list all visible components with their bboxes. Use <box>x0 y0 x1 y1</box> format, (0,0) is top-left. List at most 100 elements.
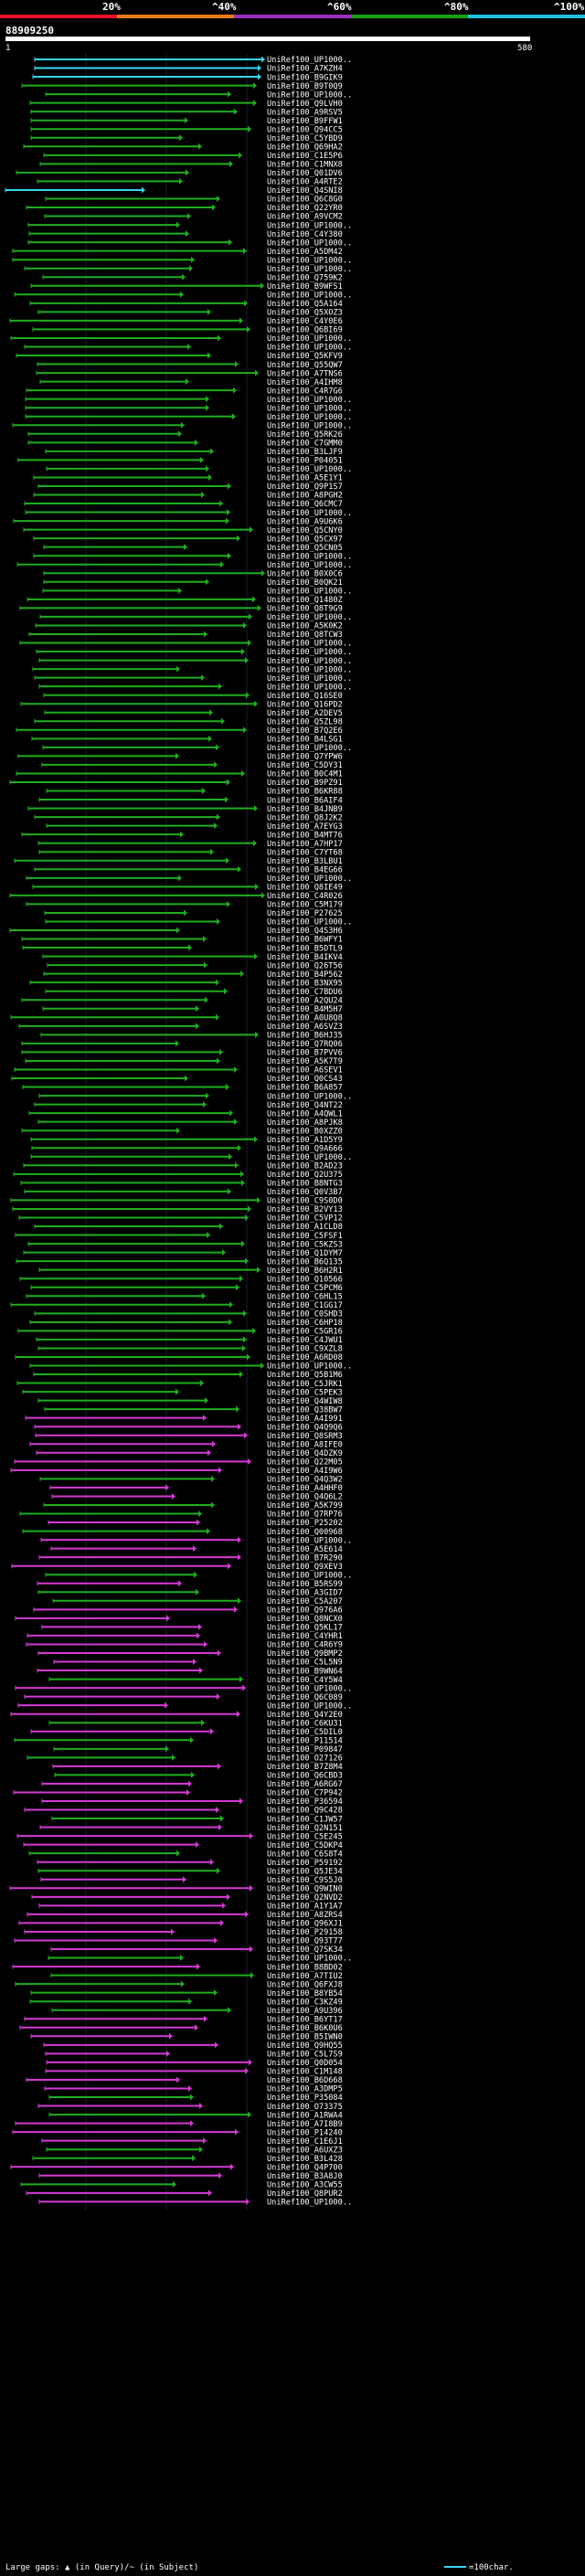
subject-label[interactable]: UniRef100_B6A857 <box>267 1084 343 1093</box>
subject-label[interactable]: UniRef100_Q69HA2 <box>267 143 343 153</box>
subject-label[interactable]: UniRef100_UP1000.. <box>267 588 352 597</box>
subject-label[interactable]: UniRef100_Q5KL17 <box>267 1624 343 1633</box>
subject-label[interactable]: UniRef100_C9S5J0 <box>267 1876 343 1885</box>
subject-label[interactable]: UniRef100_A1D5Y9 <box>267 1136 343 1145</box>
subject-label[interactable]: UniRef100_Q4S3H6 <box>267 927 343 936</box>
subject-label[interactable]: UniRef100_B4P562 <box>267 970 343 980</box>
subject-label[interactable]: UniRef100_Q10566 <box>267 1275 343 1284</box>
subject-label[interactable]: UniRef100_Q4WIW8 <box>267 1397 343 1406</box>
subject-label[interactable]: UniRef100_C9XZL8 <box>267 1345 343 1354</box>
subject-label[interactable]: UniRef100_C5VP12 <box>267 1214 343 1224</box>
subject-label[interactable]: UniRef100_A6SEV1 <box>267 1066 343 1076</box>
subject-label[interactable]: UniRef100_C6S8T4 <box>267 1850 343 1859</box>
subject-label[interactable]: UniRef100_B9PZ91 <box>267 779 343 788</box>
subject-label[interactable]: UniRef100_B9WFS1 <box>267 282 343 292</box>
subject-label[interactable]: UniRef100_P09847 <box>267 1745 343 1754</box>
subject-label[interactable]: UniRef100_Q4DZK9 <box>267 1449 343 1458</box>
subject-label[interactable]: UniRef100_UP1000.. <box>267 421 352 430</box>
subject-label[interactable]: UniRef100_B2AD23 <box>267 1162 343 1171</box>
subject-label[interactable]: UniRef100_C5M179 <box>267 901 343 910</box>
subject-label[interactable]: UniRef100_UP1000.. <box>267 552 352 561</box>
subject-label[interactable]: UniRef100_B4EG66 <box>267 865 343 875</box>
subject-label[interactable]: UniRef100_A5K0K2 <box>267 622 343 631</box>
subject-label[interactable]: UniRef100_UP1000.. <box>267 674 352 684</box>
subject-label[interactable]: UniRef100_Q2NVD2 <box>267 1893 343 1903</box>
subject-label[interactable]: UniRef100_Q9A666 <box>267 1144 343 1153</box>
subject-label[interactable]: UniRef100_B0QK21 <box>267 578 343 588</box>
subject-label[interactable]: UniRef100_UP1000.. <box>267 1684 352 1693</box>
subject-label[interactable]: UniRef100_B4IKV4 <box>267 953 343 962</box>
subject-label[interactable]: UniRef100_A9VCM2 <box>267 213 343 222</box>
subject-label[interactable]: UniRef100_A2DEV5 <box>267 709 343 718</box>
subject-label[interactable]: UniRef100_Q5JE34 <box>267 1867 343 1876</box>
subject-label[interactable]: UniRef100_Q16SE0 <box>267 692 343 701</box>
subject-label[interactable]: UniRef100_A4IHM8 <box>267 378 343 387</box>
subject-label[interactable]: UniRef100_P27625 <box>267 909 343 918</box>
subject-label[interactable]: UniRef100_Q6CMC7 <box>267 500 343 509</box>
subject-label[interactable]: UniRef100_B6Q135 <box>267 1257 343 1267</box>
subject-label[interactable]: UniRef100_C9S0D0 <box>267 1197 343 1206</box>
subject-label[interactable]: UniRef100_B5RS99 <box>267 1580 343 1589</box>
subject-label[interactable]: UniRef100_B3LJF9 <box>267 448 343 457</box>
subject-label[interactable]: UniRef100_C5L7S9 <box>267 2051 343 2060</box>
subject-label[interactable]: UniRef100_Q9BMP2 <box>267 1649 343 1659</box>
subject-label[interactable]: UniRef100_A1CLD8 <box>267 1223 343 1232</box>
subject-label[interactable]: UniRef100_A5K799 <box>267 1501 343 1511</box>
subject-label[interactable]: UniRef100_P14240 <box>267 2128 343 2137</box>
subject-label[interactable]: UniRef100_Q7YPW6 <box>267 753 343 762</box>
subject-label[interactable]: UniRef100_O27126 <box>267 1754 343 1764</box>
subject-label[interactable]: UniRef100_UP1000.. <box>267 744 352 753</box>
subject-label[interactable]: UniRef100_B6YT17 <box>267 2015 343 2024</box>
subject-label[interactable]: UniRef100_UP1000.. <box>267 657 352 666</box>
subject-label[interactable]: UniRef100_A8PGH2 <box>267 492 343 501</box>
subject-label[interactable]: UniRef100_B9T0Q9 <box>267 82 343 91</box>
subject-label[interactable]: UniRef100_Q8T9G9 <box>267 605 343 614</box>
subject-label[interactable]: UniRef100_Q5KFV9 <box>267 352 343 361</box>
subject-label[interactable]: UniRef100_B3NX95 <box>267 979 343 988</box>
subject-label[interactable]: UniRef100_C5DKP4 <box>267 1841 343 1850</box>
subject-label[interactable]: UniRef100_Q5ZL98 <box>267 717 343 726</box>
subject-label[interactable]: UniRef100_A5E1Y1 <box>267 474 343 483</box>
subject-label[interactable]: UniRef100_C5PEK3 <box>267 1388 343 1397</box>
subject-label[interactable]: UniRef100_UP1000.. <box>267 1571 352 1580</box>
subject-label[interactable]: UniRef100_Q00968 <box>267 1528 343 1537</box>
subject-label[interactable]: UniRef100_P36594 <box>267 1797 343 1807</box>
subject-label[interactable]: UniRef100_A8IFE0 <box>267 1440 343 1449</box>
subject-label[interactable]: UniRef100_Q5B1M6 <box>267 1371 343 1380</box>
subject-label[interactable]: UniRef100_C4YHR1 <box>267 1632 343 1641</box>
subject-label[interactable]: UniRef100_A5K7T9 <box>267 1057 343 1066</box>
subject-label[interactable]: UniRef100_C3KZ49 <box>267 1998 343 2007</box>
subject-label[interactable]: UniRef100_P59192 <box>267 1859 343 1868</box>
subject-label[interactable]: UniRef100_C7GMM0 <box>267 440 343 449</box>
subject-label[interactable]: UniRef100_UP1000.. <box>267 465 352 474</box>
subject-label[interactable]: UniRef100_C4R7G6 <box>267 387 343 396</box>
subject-label[interactable]: UniRef100_UP1000.. <box>267 875 352 884</box>
subject-label[interactable]: UniRef100_Q0D054 <box>267 2059 343 2068</box>
subject-label[interactable]: UniRef100_C1GG17 <box>267 1301 343 1310</box>
subject-label[interactable]: UniRef100_C7BDU6 <box>267 988 343 997</box>
subject-label[interactable]: UniRef100_Q1480Z <box>267 596 343 605</box>
subject-label[interactable]: UniRef100_C5PCM6 <box>267 1284 343 1293</box>
subject-label[interactable]: UniRef100_UP1000.. <box>267 404 352 413</box>
subject-label[interactable]: UniRef100_C5DIL0 <box>267 1728 343 1737</box>
subject-label[interactable]: UniRef100_UP1000.. <box>267 1701 352 1711</box>
subject-label[interactable]: UniRef100_Q4Q6L2 <box>267 1493 343 1502</box>
subject-label[interactable]: UniRef100_Q9LVH0 <box>267 100 343 109</box>
subject-label[interactable]: UniRef100_A7KZH4 <box>267 65 343 74</box>
subject-label[interactable]: UniRef100_Q7RP76 <box>267 1511 343 1520</box>
subject-label[interactable]: UniRef100_B7Q2E6 <box>267 726 343 736</box>
subject-label[interactable]: UniRef100_C6HL15 <box>267 1292 343 1301</box>
subject-label[interactable]: UniRef100_Q55QW7 <box>267 361 343 370</box>
subject-label[interactable]: UniRef100_P25202 <box>267 1519 343 1528</box>
subject-label[interactable]: UniRef100_C5L5N9 <box>267 1659 343 1668</box>
subject-label[interactable]: UniRef100_A6RD08 <box>267 1353 343 1362</box>
subject-label[interactable]: UniRef100_Q8J2K2 <box>267 813 343 822</box>
subject-label[interactable]: UniRef100_C7YT68 <box>267 848 343 857</box>
subject-label[interactable]: UniRef100_Q1DYM7 <box>267 1249 343 1258</box>
subject-label[interactable]: UniRef100_C1JW57 <box>267 1815 343 1824</box>
subject-label[interactable]: UniRef100_A2QU24 <box>267 996 343 1005</box>
subject-label[interactable]: UniRef100_Q16PD2 <box>267 700 343 709</box>
subject-label[interactable]: UniRef100_C4JWU1 <box>267 1336 343 1345</box>
subject-label[interactable]: UniRef100_C5E245 <box>267 1832 343 1841</box>
subject-label[interactable]: UniRef100_Q8PUR2 <box>267 2189 343 2199</box>
